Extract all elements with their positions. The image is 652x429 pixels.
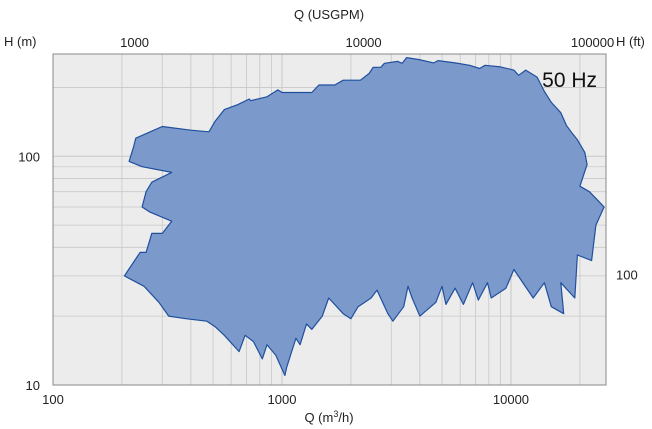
operating-envelope-area [123, 57, 605, 377]
plot-frame [52, 53, 607, 386]
x-bottom-tick-label: 10000 [493, 392, 529, 407]
y-left-tick-label: 10 [26, 378, 40, 393]
x-top-tick-label: 10000 [345, 35, 381, 50]
y-left-axis-title: H (m) [4, 34, 37, 49]
y-right-axis-title: H (ft) [616, 34, 645, 49]
x-bottom-tick-label: 100 [42, 392, 64, 407]
frequency-label: 50 Hz [542, 69, 597, 92]
x-bottom-tick-label: 1000 [268, 392, 297, 407]
x-top-axis-title: Q (USGPM) [294, 7, 364, 22]
x-top-tick-label: 100000 [571, 35, 614, 50]
x-bottom-axis-title: Q (m3/h) [304, 409, 353, 425]
y-left-tick-label: 100 [18, 149, 40, 164]
x-top-tick-label: 1000 [120, 35, 149, 50]
y-right-tick-label: 100 [616, 267, 638, 282]
